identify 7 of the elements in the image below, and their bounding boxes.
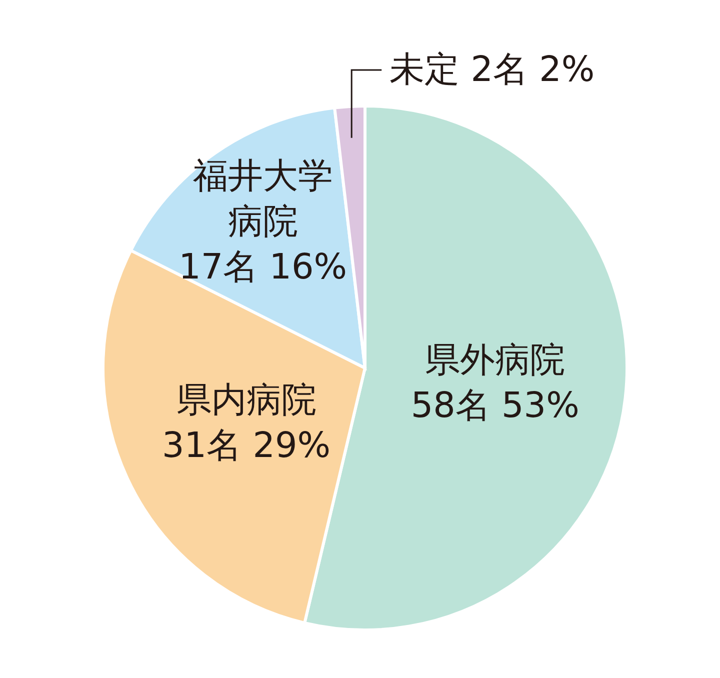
slice-label: 未定 2名 2% xyxy=(390,50,595,90)
slice-label: 福井大学病院 xyxy=(192,156,333,242)
slice-label: 県内病院 xyxy=(176,380,316,421)
data-label: 58名 53% xyxy=(410,386,580,426)
data-label: 31名 29% xyxy=(162,426,331,466)
slice-label: 県外病院 xyxy=(425,340,566,380)
data-label: 17名 16% xyxy=(178,248,348,288)
